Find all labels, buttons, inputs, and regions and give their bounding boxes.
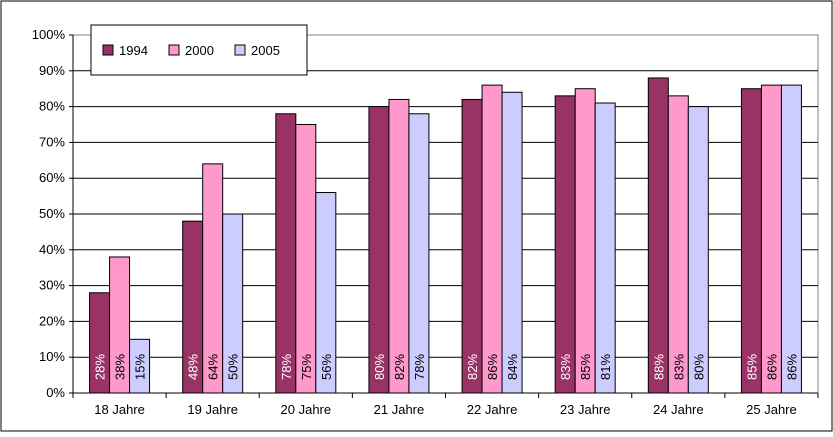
bar [275, 113, 297, 394]
data-label: 48% [186, 354, 201, 380]
data-label: 50% [226, 354, 241, 380]
data-label: 75% [299, 354, 314, 380]
axes: 0% 10% 20% 30% 40% 50% 60% 70% 80% 90% 100% 18 Jahr… [32, 27, 819, 417]
data-label: 83% [671, 354, 686, 380]
data-label: 85% [578, 354, 593, 380]
bar [760, 84, 782, 394]
bar [647, 77, 669, 394]
legend: 1994 2000 2005 [90, 24, 308, 76]
data-label: 80% [691, 354, 706, 380]
bar [740, 88, 762, 394]
x-tick-label: 22 Jahre [467, 402, 518, 417]
y-tick-label: 0% [46, 385, 65, 400]
y-tick-label: 80% [39, 99, 65, 114]
x-tick-label: 18 Jahre [94, 402, 145, 417]
legend-swatch [102, 44, 114, 56]
legend-swatch [234, 44, 246, 56]
bar [501, 91, 523, 394]
data-label: 56% [319, 354, 334, 380]
legend-label: 1994 [119, 43, 148, 58]
data-labels: 28% 38% 15% 48% 64% 50% 78% 75% 56% 80% 82% 78% 82% 8… [93, 354, 800, 380]
bar [408, 113, 430, 394]
bar [780, 84, 802, 394]
y-tick-label: 10% [39, 349, 65, 364]
data-label: 38% [113, 354, 128, 380]
data-label: 86% [784, 354, 799, 380]
y-tick-label: 90% [39, 63, 65, 78]
data-label: 80% [372, 354, 387, 380]
bar [687, 106, 709, 394]
data-label: 64% [206, 354, 221, 380]
y-tick-label: 20% [39, 313, 65, 328]
data-label: 82% [465, 354, 480, 380]
y-tick-label: 60% [39, 170, 65, 185]
legend-label: 2005 [251, 43, 280, 58]
x-tick-label: 20 Jahre [281, 402, 332, 417]
data-label: 78% [279, 354, 294, 380]
x-tick-label: 23 Jahre [560, 402, 611, 417]
data-label: 28% [93, 354, 108, 380]
y-tick-label: 70% [39, 134, 65, 149]
legend-label: 2000 [185, 43, 214, 58]
x-tick-label: 21 Jahre [374, 402, 425, 417]
bar [554, 95, 576, 394]
y-tick-label: 100% [32, 27, 66, 42]
x-tick-label: 25 Jahre [746, 402, 797, 417]
data-label: 15% [133, 354, 148, 380]
bar [388, 98, 410, 394]
data-label: 84% [505, 354, 520, 380]
bar [368, 106, 390, 394]
data-label: 83% [558, 354, 573, 380]
legend-swatch [168, 44, 180, 56]
data-label: 82% [392, 354, 407, 380]
bar [667, 95, 689, 394]
bar [574, 88, 596, 394]
data-label: 85% [744, 354, 759, 380]
y-tick-label: 40% [39, 242, 65, 257]
data-label: 86% [764, 354, 779, 380]
x-tick-label: 24 Jahre [653, 402, 704, 417]
data-label: 81% [598, 354, 613, 380]
bar [481, 84, 503, 394]
bar [295, 124, 317, 394]
legend-box [90, 24, 308, 76]
data-label: 88% [651, 354, 666, 380]
y-tick-label: 50% [39, 206, 65, 221]
bar [594, 102, 616, 394]
y-tick-label: 30% [39, 278, 65, 293]
data-label: 86% [485, 354, 500, 380]
x-tick-label: 19 Jahre [187, 402, 238, 417]
bar [461, 98, 483, 394]
data-label: 78% [412, 354, 427, 380]
